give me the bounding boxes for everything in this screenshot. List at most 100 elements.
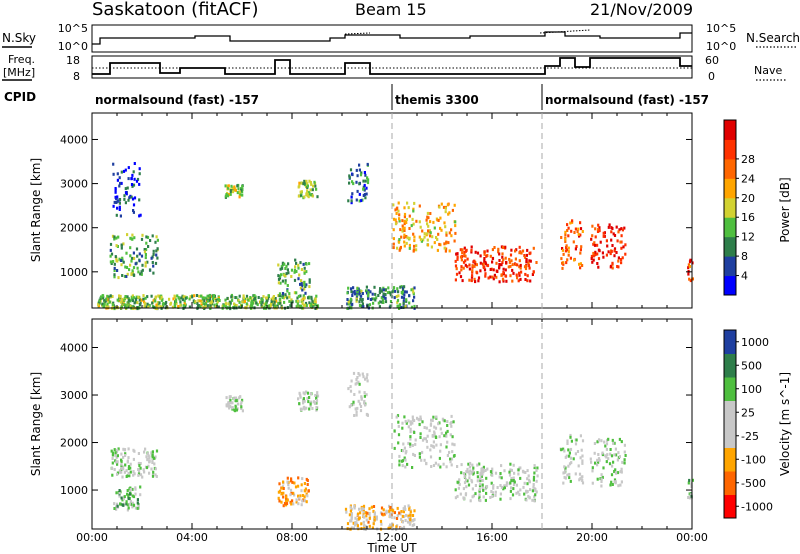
station-title: Saskatoon (fitACF) (92, 0, 259, 20)
data-cell (624, 454, 627, 457)
data-cell (138, 298, 141, 302)
data-cell (285, 264, 288, 268)
data-cell (447, 241, 450, 245)
data-cell (611, 438, 614, 442)
data-cell (98, 299, 101, 303)
data-cell (691, 478, 694, 482)
colorbar-frame (723, 329, 737, 519)
data-cell (145, 248, 148, 251)
data-cell (173, 302, 176, 306)
data-cell (126, 295, 129, 299)
data-cell (405, 299, 408, 303)
data-cell (116, 462, 119, 466)
data-cell (119, 214, 122, 218)
data-cell (310, 400, 313, 404)
data-cell (139, 272, 142, 276)
data-cell (299, 261, 302, 265)
data-cell (308, 191, 311, 195)
data-cell (398, 213, 401, 217)
data-cell (613, 453, 616, 457)
data-cell (403, 446, 406, 450)
data-cell (504, 245, 507, 249)
data-cell (498, 259, 501, 262)
data-cell (373, 518, 376, 522)
data-cell (598, 438, 601, 442)
data-cell (129, 263, 132, 267)
data-cell (357, 512, 360, 516)
data-cell (364, 403, 367, 407)
data-cell (403, 285, 406, 289)
data-cell (361, 198, 364, 202)
data-cell (135, 247, 139, 251)
data-cell (311, 299, 314, 303)
data-cell (516, 263, 519, 267)
data-cell (139, 301, 142, 305)
data-cell (563, 465, 566, 469)
data-cell (135, 179, 139, 183)
data-cell (129, 470, 132, 474)
data-cell (363, 515, 366, 519)
data-cell (263, 302, 266, 306)
data-cell (360, 171, 363, 175)
data-cell (536, 474, 539, 478)
data-cell (149, 239, 152, 242)
data-cell (413, 239, 416, 243)
data-cell (124, 452, 127, 456)
data-cell (569, 221, 572, 225)
data-cell (403, 215, 406, 219)
data-cell (129, 462, 132, 466)
data-cell (426, 211, 429, 215)
data-cell (564, 237, 567, 241)
data-cell (413, 518, 416, 522)
data-cell (355, 198, 358, 202)
data-cell (239, 305, 242, 309)
data-cell (480, 475, 483, 478)
data-cell (567, 234, 570, 238)
data-cell (122, 242, 125, 246)
data-cell (308, 280, 311, 284)
data-cell (120, 496, 123, 500)
data-cell (241, 188, 244, 191)
data-cell (594, 252, 597, 256)
data-cell (199, 305, 202, 309)
data-cell (181, 298, 185, 302)
data-cell (564, 476, 567, 480)
data-cell (144, 447, 147, 451)
data-cell (214, 297, 217, 301)
data-cell (307, 195, 310, 199)
data-cell (125, 469, 128, 473)
data-cell (206, 294, 209, 298)
data-cell (512, 479, 515, 482)
data-cell (533, 464, 536, 468)
data-cell (249, 304, 253, 308)
data-cell (492, 277, 495, 281)
data-cell (448, 231, 451, 235)
data-cell (306, 494, 309, 498)
data-cell (241, 300, 244, 304)
freq-tick-bottom: 8 (73, 70, 80, 83)
data-cell (565, 248, 569, 252)
data-cell (302, 498, 305, 502)
data-cell (439, 449, 442, 453)
data-cell (398, 454, 401, 458)
data-cell (140, 272, 143, 276)
data-cell (296, 296, 299, 300)
data-cell (108, 295, 111, 299)
data-cell (115, 213, 118, 217)
data-cell (471, 265, 474, 269)
data-cell (245, 302, 248, 306)
data-cell (581, 230, 584, 233)
data-cell (357, 290, 360, 294)
data-cell (299, 395, 302, 399)
data-cell (527, 474, 530, 478)
data-cell (111, 453, 114, 457)
data-cell (400, 449, 403, 452)
data-cell (512, 463, 515, 467)
data-cell (362, 520, 365, 524)
data-cell (397, 424, 400, 428)
power-colorbar-tick-label: 20 (741, 192, 755, 205)
data-cell (504, 268, 507, 272)
data-cell (439, 427, 442, 431)
data-cell (286, 289, 289, 293)
data-cell (499, 492, 502, 496)
